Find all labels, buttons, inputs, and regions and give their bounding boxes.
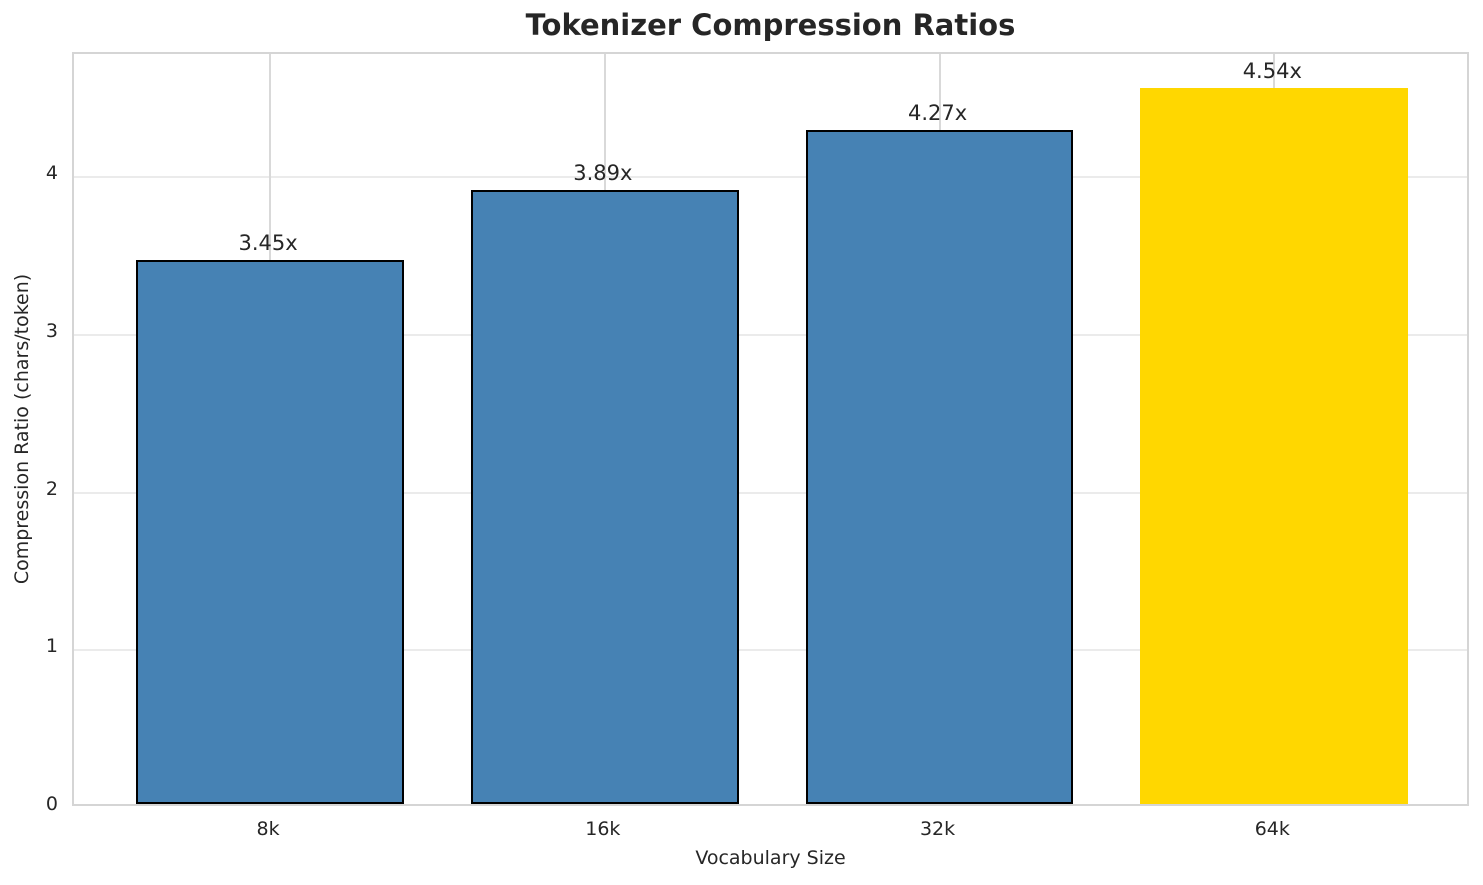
plot-area xyxy=(72,52,1469,806)
bar-value-label: 3.45x xyxy=(238,230,298,255)
gridline-horizontal xyxy=(74,491,1467,494)
bar-value-label: 4.27x xyxy=(907,101,968,126)
x-tick-label: 32k xyxy=(919,818,956,840)
gridline-horizontal xyxy=(74,176,1467,179)
y-tick-label: 1 xyxy=(45,635,58,658)
bar-32k xyxy=(805,130,1074,804)
x-axis-label: Vocabulary Size xyxy=(695,847,846,869)
gridline-horizontal xyxy=(74,649,1467,652)
bar-value-label: 4.54x xyxy=(1242,58,1302,83)
chart-title: Tokenizer Compression Ratios xyxy=(525,8,1016,42)
bar-8k xyxy=(136,259,404,804)
x-tick-label: 16k xyxy=(585,818,621,840)
x-tick-label: 8k xyxy=(256,818,280,840)
gridline-horizontal xyxy=(74,333,1467,336)
y-tick-label: 3 xyxy=(45,319,58,342)
x-tick-label: 64k xyxy=(1254,818,1290,840)
y-tick-label: 4 xyxy=(45,162,58,185)
y-tick-label: 0 xyxy=(45,793,58,815)
bar-value-label: 3.89x xyxy=(573,161,633,186)
y-tick-label: 2 xyxy=(45,477,58,500)
bar-16k xyxy=(470,190,739,804)
bar-64k xyxy=(1140,87,1409,804)
